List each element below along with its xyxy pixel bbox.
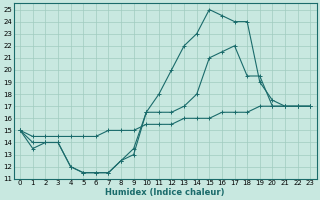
X-axis label: Humidex (Indice chaleur): Humidex (Indice chaleur) — [106, 188, 225, 197]
